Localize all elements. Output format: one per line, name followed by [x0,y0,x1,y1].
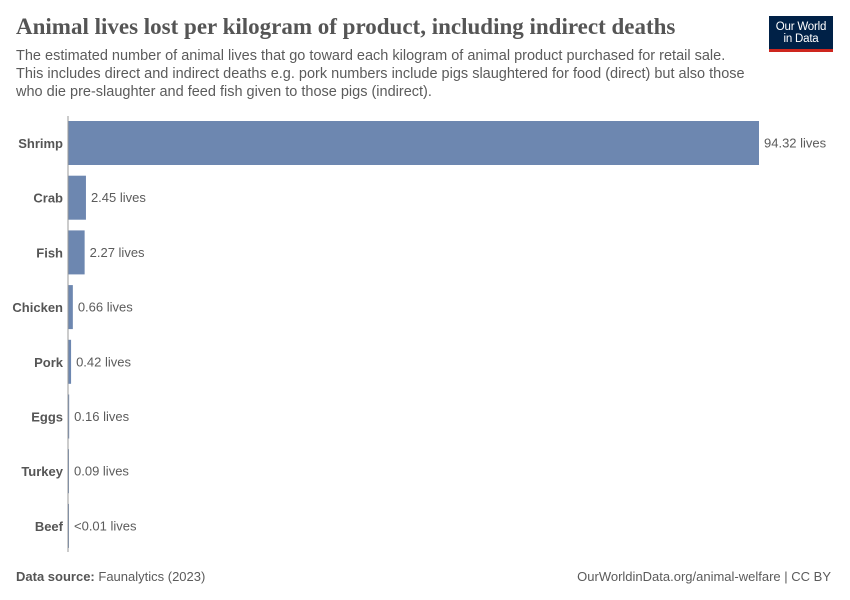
bar-crab[interactable] [68,175,86,220]
value-label-pork: 0.42 lives [76,354,131,369]
category-label-turkey: Turkey [21,464,63,479]
logo-line-1: Our World [775,20,827,33]
value-label-turkey: 0.09 lives [74,464,129,479]
value-label-beef: <0.01 lives [74,518,137,533]
chart-title: Animal lives lost per kilogram of produc… [16,14,676,39]
owid-logo[interactable]: Our World in Data [769,16,833,52]
category-label-shrimp: Shrimp [18,136,63,151]
category-label-crab: Crab [33,191,63,206]
category-label-eggs: Eggs [31,410,63,425]
logo-line-2: in Data [783,32,819,45]
bar-fish[interactable] [68,230,85,275]
bar-eggs[interactable] [68,394,70,439]
data-source-label: Data source: [16,569,95,584]
bar-shrimp[interactable] [68,121,759,165]
chart-subtitle: The estimated number of animal lives tha… [16,48,745,100]
value-label-fish: 2.27 lives [90,245,145,260]
data-source-value: Faunalytics (2023) [98,569,206,584]
category-label-fish: Fish [36,245,63,260]
bar-pork[interactable] [68,339,72,384]
data-source: Data source: Faunalytics (2023) [16,569,205,584]
credit-link[interactable]: OurWorldinData.org/animal-welfare | CC B… [577,569,831,584]
value-label-chicken: 0.66 lives [78,300,133,315]
bars-group: Shrimp 94.32 lives Crab 2.45 lives Fish 2.27 … [12,121,827,548]
category-label-chicken: Chicken [12,300,63,315]
category-label-pork: Pork [34,355,64,370]
bar-chicken[interactable] [68,285,73,330]
category-label-beef: Beef [35,519,64,534]
value-label-eggs: 0.16 lives [74,409,129,424]
value-label-shrimp: 94.32 lives [764,136,827,151]
value-label-crab: 2.45 lives [91,190,146,205]
